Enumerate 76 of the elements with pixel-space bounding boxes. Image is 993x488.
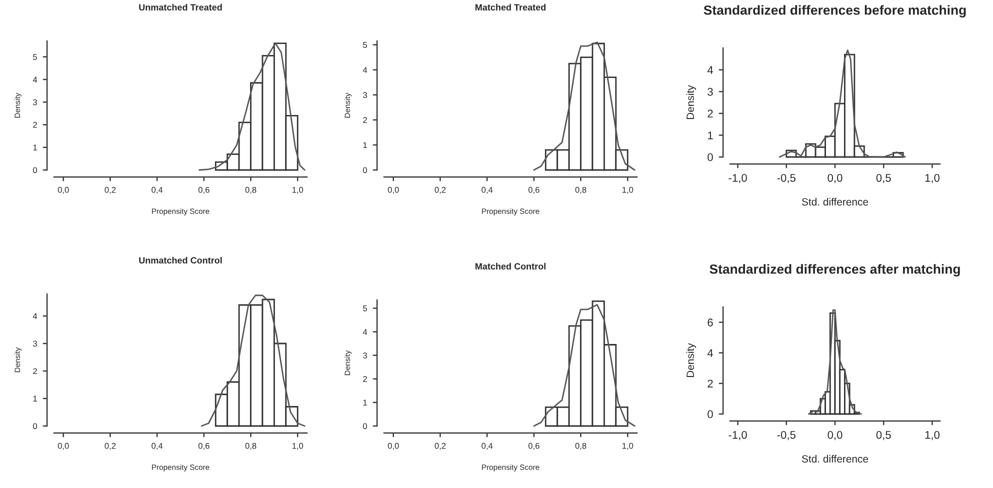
- y-tick-label: 2: [708, 110, 713, 118]
- x-tick-label: 0,5: [876, 174, 891, 184]
- y-tick-label: 1: [708, 132, 713, 140]
- y-tick-label: 1: [33, 144, 37, 150]
- y-tick-label: 3: [363, 92, 367, 98]
- y-tick-label: 0: [33, 423, 38, 430]
- y-tick-label: 1: [363, 400, 367, 406]
- chart-title: Matched Control: [476, 262, 546, 270]
- y-tick-label: 2: [708, 380, 713, 388]
- x-tick-label: 0,2: [104, 442, 116, 450]
- y-tick-label: 4: [32, 313, 38, 320]
- y-tick-label: 2: [363, 376, 367, 382]
- y-tick-label: 0: [708, 410, 713, 418]
- x-tick-label: 0,0: [58, 186, 69, 194]
- y-tick-label: 2: [363, 117, 367, 123]
- chart-title: Unmatched Control: [139, 256, 222, 264]
- x-tick-label: 0,6: [198, 186, 210, 194]
- y-tick-label: 3: [33, 99, 37, 106]
- x-tick-label: 1,0: [925, 430, 940, 440]
- x-tick-label: 0,4: [482, 442, 493, 450]
- y-tick-label: 1: [363, 142, 367, 148]
- chart-title: Matched Treated: [475, 4, 546, 11]
- x-tick-label: 0,8: [245, 186, 256, 194]
- x-tick-label: 0,0: [828, 430, 842, 440]
- y-tick-label: 0: [363, 423, 368, 430]
- x-tick-label: 0,5: [876, 430, 891, 440]
- y-tick-label: 4: [707, 66, 714, 74]
- y-tick-label: 4: [362, 67, 368, 73]
- x-tick-label: 0,0: [58, 442, 69, 450]
- y-tick-label: 4: [362, 329, 368, 335]
- x-tick-label: 0,0: [388, 442, 399, 450]
- x-tick-label: 0,6: [528, 186, 540, 194]
- x-tick-label: 0,6: [528, 442, 540, 450]
- x-tick-label: 0,2: [104, 186, 116, 194]
- x-tick-label: 1,0: [622, 186, 634, 194]
- x-tick-label: 1,0: [925, 174, 940, 184]
- x-tick-label: -0,5: [777, 174, 796, 184]
- y-tick-label: 0: [33, 167, 38, 174]
- y-tick-label: 4: [32, 76, 38, 82]
- chart-title: Standardized differences after matching: [710, 264, 960, 276]
- y-tick-label: 2: [33, 368, 37, 374]
- x-tick-label: 0,2: [434, 442, 446, 450]
- y-tick-label: 4: [707, 349, 714, 357]
- x-tick-label: -0,5: [777, 430, 796, 440]
- x-tick-label: 0,8: [575, 442, 586, 450]
- x-axis-title: Std. difference: [802, 454, 868, 463]
- x-axis-title: Std. difference: [802, 198, 868, 206]
- x-tick-label: 0,8: [245, 442, 256, 450]
- x-tick-label: -1,0: [728, 174, 747, 184]
- x-tick-label: 1,0: [622, 442, 634, 450]
- y-axis-title: Density: [686, 343, 696, 378]
- x-tick-label: -1,0: [728, 430, 747, 440]
- x-tick-label: 0,8: [575, 186, 586, 194]
- x-tick-label: 0,6: [198, 442, 210, 450]
- y-tick-label: 0: [708, 153, 713, 162]
- x-tick-label: 0,0: [388, 186, 399, 194]
- y-tick-label: 5: [33, 54, 37, 60]
- x-tick-label: 0,0: [828, 174, 842, 184]
- chart-title: Unmatched Treated: [139, 4, 222, 11]
- y-tick-label: 3: [708, 88, 713, 96]
- y-tick-label: 1: [33, 396, 37, 402]
- x-tick-label: 0,4: [482, 186, 493, 194]
- y-tick-label: 3: [363, 352, 367, 358]
- x-tick-label: 0,4: [152, 186, 163, 194]
- y-tick-label: 3: [33, 340, 37, 347]
- x-tick-label: 1,0: [292, 442, 304, 450]
- x-tick-label: 0,4: [152, 442, 163, 450]
- y-tick-label: 6: [708, 318, 713, 326]
- y-tick-label: 2: [33, 122, 37, 128]
- y-tick-label: 5: [363, 306, 367, 312]
- y-tick-label: 5: [363, 42, 367, 48]
- x-tick-label: 0,2: [434, 186, 446, 194]
- y-tick-label: 0: [363, 167, 368, 174]
- y-axis-title: Density: [686, 85, 696, 120]
- chart-title: Standardized differences before matching: [704, 5, 966, 18]
- x-tick-label: 1,0: [292, 186, 304, 194]
